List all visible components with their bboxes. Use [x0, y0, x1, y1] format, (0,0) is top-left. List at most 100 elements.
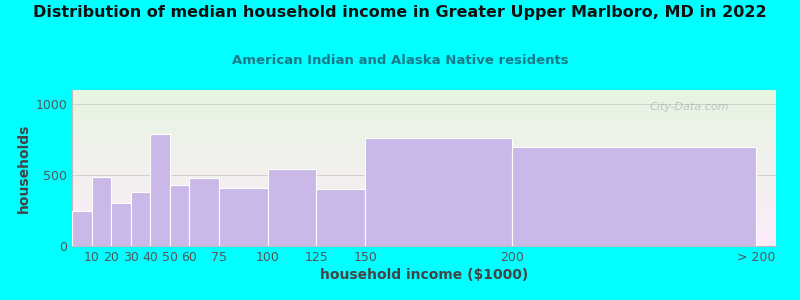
Bar: [72, 151, 776, 152]
Bar: [72, 98, 776, 99]
Bar: [72, 137, 776, 138]
Bar: [111, 203, 130, 246]
Bar: [72, 176, 776, 177]
Bar: [72, 240, 776, 241]
Bar: [72, 90, 776, 92]
Bar: [72, 115, 776, 116]
Bar: [72, 244, 776, 246]
Bar: [72, 138, 776, 140]
Bar: [72, 174, 776, 176]
Bar: [72, 210, 776, 212]
Bar: [72, 110, 776, 112]
Bar: [72, 220, 776, 221]
Bar: [72, 101, 776, 103]
Bar: [72, 233, 776, 235]
Bar: [72, 145, 776, 146]
Bar: [72, 149, 776, 151]
Bar: [72, 191, 776, 193]
Bar: [72, 140, 776, 142]
Y-axis label: households: households: [17, 123, 31, 213]
Bar: [72, 230, 776, 232]
Bar: [91, 176, 111, 246]
Bar: [72, 198, 776, 199]
Bar: [72, 190, 776, 191]
Bar: [72, 199, 776, 201]
Bar: [150, 134, 170, 246]
Bar: [72, 121, 776, 123]
Bar: [72, 157, 776, 159]
Bar: [72, 142, 776, 143]
Bar: [72, 241, 776, 243]
Bar: [72, 193, 776, 194]
Bar: [190, 178, 218, 246]
Bar: [72, 235, 776, 237]
Bar: [72, 113, 776, 115]
Bar: [72, 171, 776, 173]
Bar: [72, 159, 776, 160]
Bar: [72, 223, 776, 224]
Bar: [72, 134, 776, 135]
Bar: [72, 237, 776, 238]
Bar: [72, 148, 776, 149]
Bar: [72, 106, 776, 107]
Bar: [72, 194, 776, 196]
Bar: [72, 212, 776, 213]
Bar: [72, 202, 776, 204]
Bar: [72, 132, 776, 134]
Text: American Indian and Alaska Native residents: American Indian and Alaska Native reside…: [232, 54, 568, 67]
Bar: [72, 179, 776, 181]
Bar: [72, 207, 776, 208]
Bar: [72, 107, 776, 109]
Bar: [72, 129, 776, 130]
Bar: [72, 104, 776, 106]
Bar: [72, 167, 776, 168]
Bar: [72, 243, 776, 244]
Bar: [72, 155, 776, 157]
Bar: [72, 184, 776, 185]
Bar: [72, 92, 776, 93]
Bar: [72, 93, 776, 95]
Bar: [72, 215, 776, 216]
Bar: [72, 238, 776, 240]
Bar: [72, 160, 776, 162]
Bar: [72, 163, 776, 165]
Bar: [72, 109, 776, 110]
Bar: [72, 95, 776, 96]
Bar: [72, 126, 776, 128]
Bar: [72, 116, 776, 118]
Bar: [72, 229, 776, 230]
Bar: [72, 182, 776, 184]
Bar: [72, 173, 776, 174]
X-axis label: household income ($1000): household income ($1000): [320, 268, 528, 282]
Bar: [72, 226, 776, 227]
Bar: [72, 185, 776, 187]
Bar: [72, 130, 776, 132]
Bar: [72, 135, 776, 137]
Bar: [72, 124, 776, 126]
Bar: [72, 232, 776, 233]
Bar: [72, 188, 776, 190]
Bar: [72, 204, 776, 206]
Bar: [512, 147, 757, 246]
Bar: [72, 120, 776, 121]
Bar: [72, 206, 776, 207]
Bar: [72, 218, 776, 220]
Bar: [72, 118, 776, 120]
Bar: [130, 192, 150, 246]
Bar: [72, 187, 776, 188]
Bar: [72, 196, 776, 198]
Bar: [267, 169, 317, 246]
Bar: [72, 112, 776, 113]
Bar: [72, 162, 776, 163]
Bar: [72, 181, 776, 182]
Bar: [72, 216, 776, 218]
Text: Distribution of median household income in Greater Upper Marlboro, MD in 2022: Distribution of median household income …: [33, 4, 767, 20]
Bar: [317, 189, 366, 246]
Bar: [72, 168, 776, 170]
Bar: [72, 201, 776, 202]
Bar: [72, 146, 776, 148]
Bar: [72, 96, 776, 98]
Bar: [72, 224, 776, 226]
Bar: [72, 227, 776, 229]
Bar: [72, 143, 776, 145]
